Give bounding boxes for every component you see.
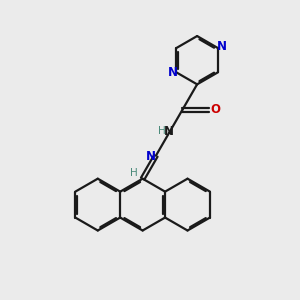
Text: N: N bbox=[168, 66, 178, 79]
Text: H: H bbox=[130, 168, 138, 178]
Text: N: N bbox=[146, 150, 156, 163]
Text: O: O bbox=[210, 103, 220, 116]
Text: N: N bbox=[164, 125, 174, 138]
Text: H: H bbox=[158, 126, 166, 136]
Text: N: N bbox=[217, 40, 226, 53]
